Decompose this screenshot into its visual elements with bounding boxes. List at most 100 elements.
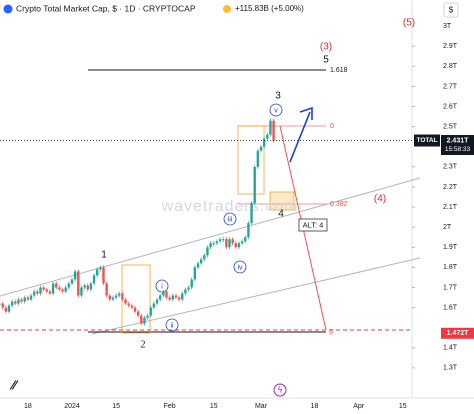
candle	[231, 239, 234, 244]
price-tag-box	[441, 327, 474, 339]
chart-title: Crypto Total Market Cap, $ · 1D · CRYPTO…	[16, 3, 196, 13]
box-wave3	[237, 125, 265, 195]
wave-label: (4)	[374, 194, 386, 205]
candle	[127, 303, 130, 306]
candle	[171, 295, 174, 300]
channel-lower	[91, 257, 421, 335]
candle	[105, 283, 108, 296]
candle	[7, 305, 11, 312]
candle	[225, 239, 228, 248]
y-tick-label: 1.3T	[443, 365, 458, 372]
candle	[240, 241, 244, 244]
candle	[92, 275, 96, 284]
candle	[39, 287, 42, 294]
fib-label: 0	[330, 123, 334, 130]
alt-label: ALT: 4	[303, 220, 324, 229]
arrow-head	[299, 106, 313, 120]
wave-label: 4	[278, 209, 284, 220]
candle	[17, 299, 20, 304]
candle	[61, 289, 64, 292]
candle	[222, 239, 225, 241]
box-wave1	[121, 264, 151, 334]
candle	[247, 223, 250, 238]
candle	[203, 255, 206, 260]
watermark: wavetraders.com	[161, 198, 299, 215]
candle	[234, 243, 237, 248]
wave-label: iii	[228, 216, 233, 223]
candle	[70, 279, 74, 284]
y-tick-label: 1.7T	[443, 284, 458, 291]
candle	[196, 263, 200, 268]
candle	[155, 299, 159, 304]
candle	[29, 295, 33, 300]
alt-box	[298, 218, 328, 232]
candle	[73, 271, 77, 280]
candle	[168, 297, 171, 300]
y-tick-label: 1.8T	[443, 264, 458, 271]
wave-circle	[269, 103, 283, 117]
candle	[244, 237, 247, 242]
y-tick-label: 2.9T	[443, 43, 458, 50]
candle	[140, 315, 143, 324]
x-tick-label: 2024	[64, 403, 80, 410]
candle	[0, 303, 1, 305]
box-target	[269, 191, 295, 211]
wave-label: 5	[323, 55, 329, 66]
price-tag-timer: 15:58:33	[445, 146, 471, 153]
channel-upper	[0, 177, 421, 297]
wave-label: (5)	[403, 18, 415, 29]
currency-box[interactable]	[443, 2, 459, 18]
candle	[130, 305, 134, 308]
candle	[174, 295, 178, 298]
candle	[36, 291, 39, 294]
candle	[218, 239, 222, 242]
candle	[99, 267, 102, 270]
x-tick-label: Mar	[255, 403, 268, 410]
price-tag-label: 2.431T	[447, 137, 470, 144]
y-tick-label: 1.6T	[443, 304, 458, 311]
candle	[228, 239, 231, 248]
candle	[20, 299, 23, 302]
wave-label: ii	[170, 322, 174, 329]
candle	[181, 293, 184, 300]
candle	[133, 307, 137, 312]
y-tick-label: 1.4T	[443, 345, 458, 352]
candle	[124, 299, 127, 304]
candle	[51, 283, 55, 294]
price-tag-label: 1.472T	[447, 330, 470, 337]
marks	[0, 118, 275, 326]
candle	[45, 289, 48, 292]
candle	[146, 315, 149, 318]
candle	[206, 247, 209, 256]
x-tick-label: 18	[24, 403, 32, 410]
y-tick-label: 1.9T	[443, 244, 458, 251]
y-tick-label: 2T	[443, 224, 452, 231]
candle	[259, 146, 263, 151]
candle	[83, 285, 86, 288]
candle	[149, 307, 152, 316]
candle	[162, 291, 165, 296]
candle	[250, 203, 253, 224]
events-icon[interactable]	[273, 383, 287, 397]
candle	[237, 243, 241, 248]
candle	[102, 267, 105, 284]
y-tick-label: 2.5T	[443, 123, 458, 130]
candle	[266, 134, 269, 139]
status-dot	[223, 5, 231, 13]
minor-wave-labels: i ii iii iv v	[161, 107, 278, 329]
candle	[159, 295, 162, 300]
candle	[256, 150, 260, 167]
wave-label: (3)	[320, 42, 332, 53]
wave-circle	[165, 318, 179, 332]
x-tick-label: 15	[112, 403, 120, 410]
wave-circle	[223, 212, 237, 226]
candle	[177, 297, 181, 300]
candle	[118, 293, 121, 296]
candle	[42, 287, 45, 290]
candle	[121, 293, 124, 300]
price-tag-name: TOTAL	[416, 137, 437, 144]
projection-arrow	[289, 111, 311, 163]
candle	[33, 291, 36, 296]
